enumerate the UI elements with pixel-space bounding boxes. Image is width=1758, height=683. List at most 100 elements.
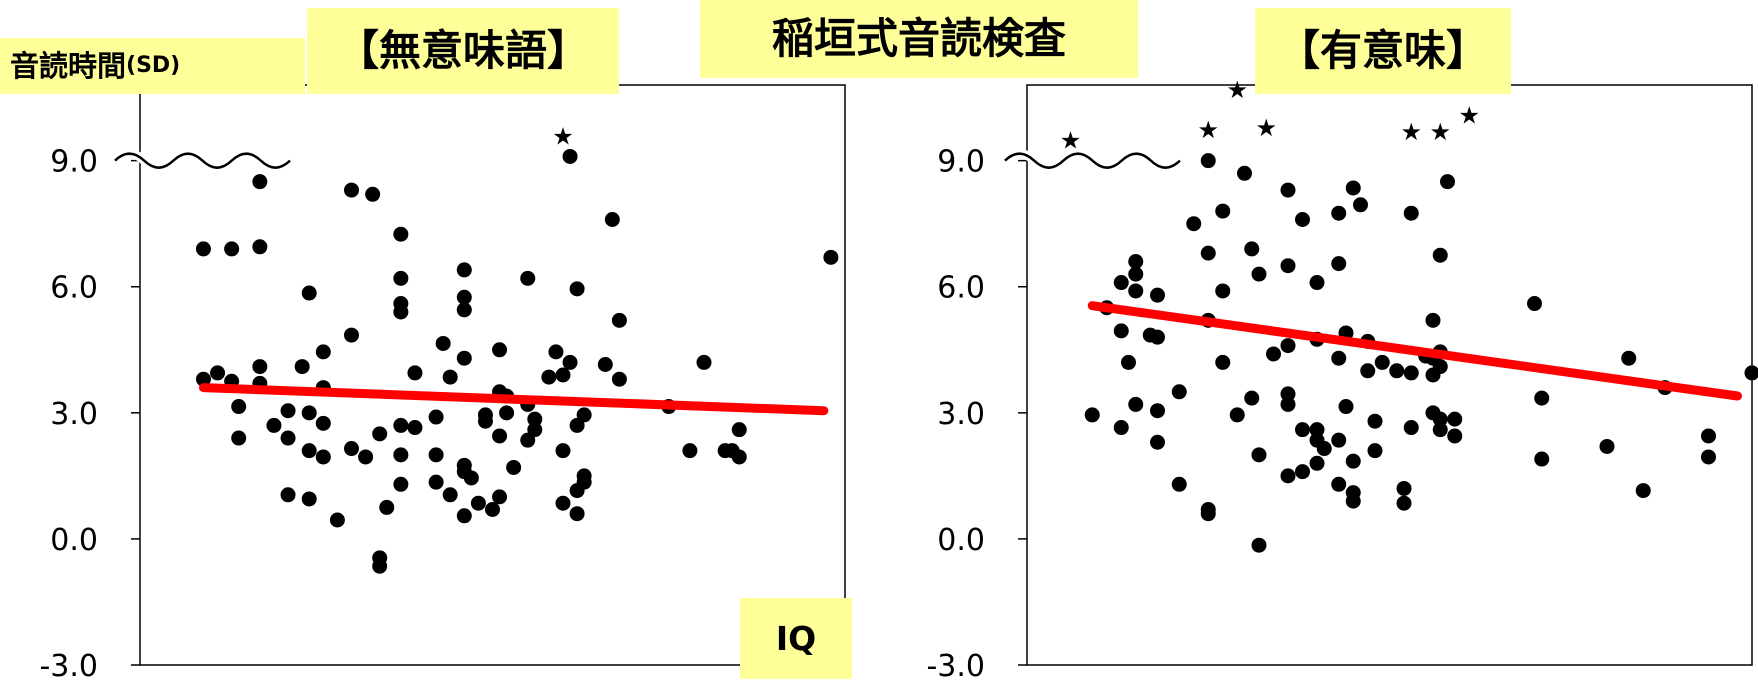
y-tick-label: 3.0 (937, 397, 985, 432)
data-point (330, 513, 345, 528)
data-point (1201, 506, 1216, 521)
data-point (281, 403, 296, 418)
data-point (316, 344, 331, 359)
data-point (1440, 174, 1455, 189)
data-point (302, 443, 317, 458)
data-point (436, 336, 451, 351)
data-point (563, 355, 578, 370)
data-point (612, 313, 627, 328)
data-point (520, 271, 535, 286)
data-point (1281, 338, 1296, 353)
data-point (252, 239, 267, 254)
data-point (1375, 355, 1390, 370)
data-point (295, 359, 310, 374)
data-point (429, 475, 444, 490)
data-point (464, 470, 479, 485)
data-point (1310, 456, 1325, 471)
data-point (1128, 397, 1143, 412)
y-axis-title: 音読時間(SD) (0, 38, 305, 94)
data-point (471, 496, 486, 511)
data-point (556, 443, 571, 458)
y-axis-unit: (SD) (126, 55, 180, 77)
data-point (1215, 283, 1230, 298)
data-point (393, 447, 408, 462)
data-point (1331, 206, 1346, 221)
star-marker: ★ (1255, 114, 1277, 142)
data-point (1150, 330, 1165, 345)
data-point (485, 502, 500, 517)
data-point (1295, 212, 1310, 227)
data-point (281, 487, 296, 502)
data-point (605, 212, 620, 227)
y-axis-title-text: 音読時間 (10, 52, 126, 81)
data-point (1636, 483, 1651, 498)
data-point (1244, 391, 1259, 406)
data-point (344, 328, 359, 343)
data-point (1114, 275, 1129, 290)
data-point (1346, 494, 1361, 509)
data-point (1295, 464, 1310, 479)
data-point (492, 428, 507, 443)
data-point (1426, 313, 1441, 328)
data-point (429, 410, 444, 425)
data-point (732, 422, 747, 437)
data-point (1339, 399, 1354, 414)
y-tick-label: 6.0 (937, 271, 985, 306)
main-title: 稲垣式音読検査 (700, 0, 1138, 78)
data-point (541, 370, 556, 385)
data-point (570, 281, 585, 296)
data-point (1360, 363, 1375, 378)
data-point (1397, 496, 1412, 511)
data-point (499, 405, 514, 420)
data-point (1114, 323, 1129, 338)
data-point (1121, 355, 1136, 370)
data-point (358, 449, 373, 464)
data-point (1281, 183, 1296, 198)
data-point (252, 359, 267, 374)
data-point (1346, 180, 1361, 195)
data-point (1186, 216, 1201, 231)
trend-line (203, 388, 823, 411)
data-point (266, 418, 281, 433)
data-point (1404, 206, 1419, 221)
data-point (1085, 407, 1100, 422)
data-point (1701, 449, 1716, 464)
data-point (1252, 447, 1267, 462)
data-point (393, 271, 408, 286)
data-point (570, 506, 585, 521)
data-point (407, 420, 422, 435)
data-point (1128, 283, 1143, 298)
data-point (379, 500, 394, 515)
data-point (548, 344, 563, 359)
data-point (1527, 296, 1542, 311)
data-point (344, 441, 359, 456)
data-point (1600, 439, 1615, 454)
data-point (1368, 443, 1383, 458)
data-point (1128, 267, 1143, 282)
data-point (1317, 441, 1332, 456)
data-point (393, 418, 408, 433)
data-point (1368, 414, 1383, 429)
data-point (372, 426, 387, 441)
data-point (1331, 477, 1346, 492)
data-point (316, 416, 331, 431)
data-point (1172, 384, 1187, 399)
data-point (1230, 407, 1245, 422)
data-point (393, 477, 408, 492)
chart-meaningful-words: 9.06.03.00.0-3.0★★★★★★★ (926, 76, 1758, 679)
data-point (344, 183, 359, 198)
y-tick-label: -3.0 (39, 649, 98, 679)
data-point (1346, 454, 1361, 469)
data-point (231, 431, 246, 446)
data-point (1745, 365, 1758, 380)
chart-title-meaningful: 【有意味】 (1255, 8, 1511, 94)
data-point (556, 368, 571, 383)
data-point (1215, 355, 1230, 370)
data-point (1389, 363, 1404, 378)
data-point (1433, 359, 1448, 374)
data-point (612, 372, 627, 387)
data-point (1433, 248, 1448, 263)
y-tick-label: 3.0 (50, 397, 98, 432)
plot-frame (1027, 85, 1752, 665)
